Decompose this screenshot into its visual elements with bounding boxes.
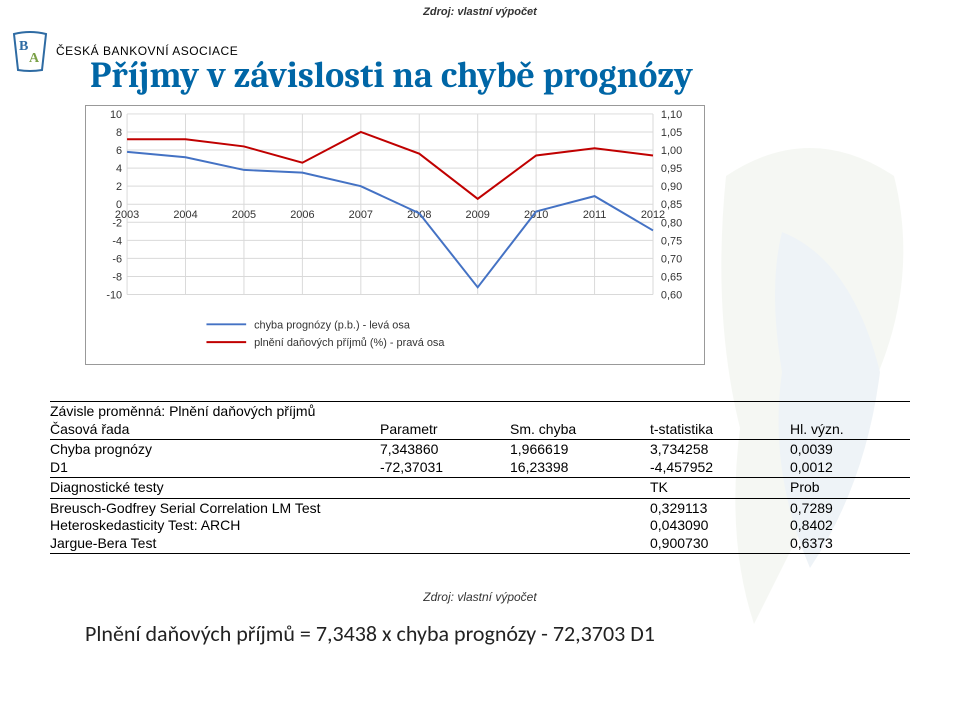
cell: 3,734258 <box>650 441 790 459</box>
cell: 0,0039 <box>790 441 910 459</box>
svg-text:1,10: 1,10 <box>661 109 682 121</box>
svg-text:0,90: 0,90 <box>661 181 682 193</box>
svg-text:A: A <box>29 51 40 66</box>
cell: Breusch-Godfrey Serial Correlation LM Te… <box>50 500 520 518</box>
svg-text:0,70: 0,70 <box>661 253 682 265</box>
cell: 1,966619 <box>510 441 650 459</box>
table-row: Heteroskedasticity Test: ARCH 0,0430900,8… <box>50 517 910 535</box>
th-tk: TK <box>650 479 790 497</box>
cell: 0,900730 <box>650 535 790 553</box>
svg-text:-10: -10 <box>106 290 122 302</box>
svg-text:2003: 2003 <box>115 209 139 221</box>
svg-text:8: 8 <box>116 127 122 139</box>
cell: Chyba prognózy <box>50 441 380 459</box>
cell: 0,8402 <box>790 517 910 535</box>
svg-text:2007: 2007 <box>349 209 373 221</box>
cell: -72,37031 <box>380 459 510 477</box>
table-row: Jargue-Bera Test 0,9007300,6373 <box>50 535 910 553</box>
cell: Jargue-Bera Test <box>50 535 520 553</box>
svg-text:0,65: 0,65 <box>661 271 682 283</box>
cell: 0,6373 <box>790 535 910 553</box>
cell: D1 <box>50 459 380 477</box>
cell: 0,329113 <box>650 500 790 518</box>
th-param: Parametr <box>380 421 510 439</box>
svg-text:4: 4 <box>116 163 122 175</box>
svg-text:chyba prognózy (p.b.) - levá o: chyba prognózy (p.b.) - levá osa <box>254 319 411 331</box>
th-sig: Hl. význ. <box>790 421 910 439</box>
svg-text:2006: 2006 <box>290 209 314 221</box>
table-row: D1-72,3703116,23398-4,4579520,0012 <box>50 459 910 477</box>
th-prob: Prob <box>790 479 910 497</box>
depvar-label: Závisle proměnná: <box>50 403 165 419</box>
svg-text:2011: 2011 <box>583 209 606 221</box>
cell: 16,23398 <box>510 459 650 477</box>
depvar-value: Plnění daňových příjmů <box>169 403 315 419</box>
regression-table: Závisle proměnná: Plnění daňových příjmů… <box>50 400 910 555</box>
source-bottom: Zdroj: vlastní výpočet <box>423 590 536 604</box>
svg-text:0,75: 0,75 <box>661 235 682 247</box>
table-row: Breusch-Godfrey Serial Correlation LM Te… <box>50 500 910 518</box>
cell: 0,0012 <box>790 459 910 477</box>
page-title: Příjmy v závislosti na chybě prognózy <box>90 55 693 96</box>
svg-text:2009: 2009 <box>466 209 490 221</box>
diag-label: Diagnostické testy <box>50 479 380 497</box>
cell: 0,043090 <box>650 517 790 535</box>
svg-text:B: B <box>19 39 28 54</box>
svg-text:2004: 2004 <box>173 209 197 221</box>
source-top: Zdroj: vlastní výpočet <box>423 6 537 18</box>
th-tstat: t-statistika <box>650 421 790 439</box>
svg-text:1,05: 1,05 <box>661 127 682 139</box>
time-label: Časová řada <box>50 421 380 439</box>
svg-text:1,00: 1,00 <box>661 145 682 157</box>
cell: -4,457952 <box>650 459 790 477</box>
svg-text:2012: 2012 <box>641 209 665 221</box>
table-row: Chyba prognózy7,3438601,9666193,7342580,… <box>50 441 910 459</box>
brand-logo-icon: B A <box>12 30 48 72</box>
th-se: Sm. chyba <box>510 421 650 439</box>
svg-text:2005: 2005 <box>232 209 256 221</box>
cell: Heteroskedasticity Test: ARCH <box>50 517 520 535</box>
formula-text: Plnění daňových příjmů = 7,3438 x chyba … <box>85 620 655 647</box>
chart-container: -10-8-6-4-202468100,600,650,700,750,800,… <box>85 105 705 365</box>
cell: 0,7289 <box>790 500 910 518</box>
svg-text:-6: -6 <box>112 253 122 265</box>
svg-text:0,95: 0,95 <box>661 163 682 175</box>
svg-text:2: 2 <box>116 181 122 193</box>
svg-text:0,60: 0,60 <box>661 290 682 302</box>
svg-text:2008: 2008 <box>407 209 431 221</box>
svg-text:plnění daňových příjmů (%) - p: plnění daňových příjmů (%) - pravá osa <box>254 337 445 349</box>
svg-text:-4: -4 <box>112 235 122 247</box>
cell: 7,343860 <box>380 441 510 459</box>
svg-text:10: 10 <box>110 109 122 121</box>
svg-text:6: 6 <box>116 145 122 157</box>
svg-text:-8: -8 <box>112 271 122 283</box>
chart-svg: -10-8-6-4-202468100,600,650,700,750,800,… <box>86 106 704 364</box>
